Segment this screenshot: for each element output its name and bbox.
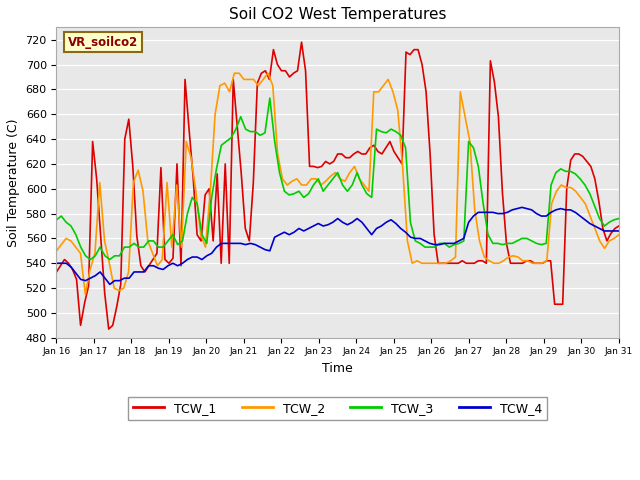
TCW_2 [120,285,127,291]
TCW_2 [452,254,460,260]
Legend: TCW_1, TCW_2, TCW_3, TCW_4: TCW_1, TCW_2, TCW_3, TCW_4 [128,397,547,420]
TCW_4 [174,263,182,269]
TCW_4 [106,281,114,287]
TCW_3 [615,216,623,221]
TCW_3 [188,194,196,200]
TCW_2 [81,291,89,297]
TCW_2 [255,83,262,88]
TCW_1 [105,326,113,332]
TCW_1 [57,263,65,269]
TCW_1 [52,269,60,275]
TCW_4 [208,251,216,256]
TCW_2 [52,248,60,254]
TCW_3 [266,95,274,101]
TCW_3 [586,191,594,197]
TCW_3 [174,242,182,248]
TCW_2 [173,182,180,188]
Text: VR_soilco2: VR_soilco2 [68,36,138,49]
TCW_2 [615,232,623,238]
TCW_4 [52,260,60,266]
TCW_4 [615,228,623,234]
TCW_2 [504,254,512,260]
Line: TCW_2: TCW_2 [56,73,619,294]
TCW_1 [551,301,559,307]
TCW_3 [52,217,60,223]
TCW_4 [310,223,317,229]
TCW_1 [539,260,547,266]
TCW_1 [84,283,92,288]
TCW_4 [518,204,526,210]
TCW_2 [230,71,238,76]
TCW_1 [241,226,249,231]
Line: TCW_4: TCW_4 [56,207,619,284]
TCW_3 [86,257,94,263]
Y-axis label: Soil Temperature (C): Soil Temperature (C) [7,118,20,247]
TCW_1 [615,223,623,229]
TCW_4 [164,263,172,269]
TCW_4 [586,221,594,227]
TCW_1 [298,39,305,45]
TCW_4 [188,254,196,260]
TCW_2 [495,260,502,266]
TCW_3 [164,238,172,244]
TCW_3 [208,194,216,200]
Line: TCW_3: TCW_3 [56,98,619,260]
Line: TCW_1: TCW_1 [56,42,619,329]
TCW_1 [595,198,603,204]
X-axis label: Time: Time [323,362,353,375]
Title: Soil CO2 West Temperatures: Soil CO2 West Temperatures [229,7,447,22]
TCW_3 [314,176,322,181]
